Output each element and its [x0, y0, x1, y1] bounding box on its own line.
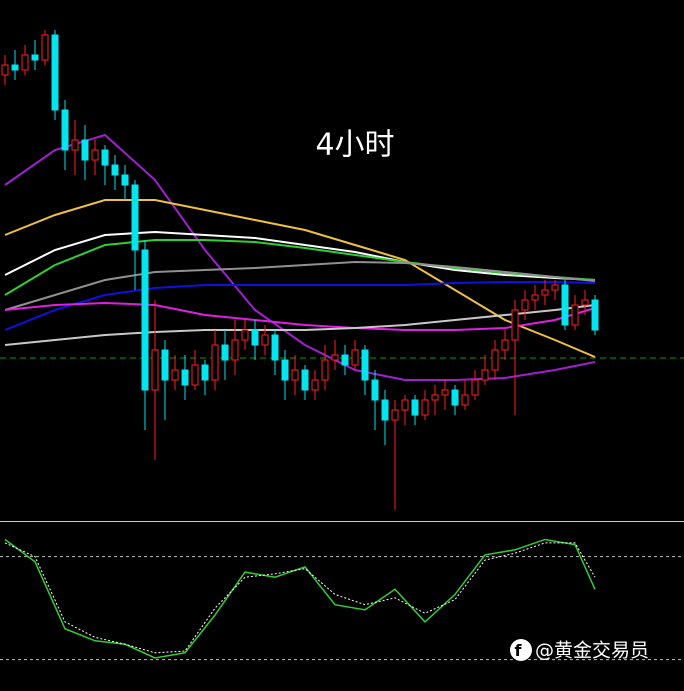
- candle-body: [371, 379, 379, 401]
- candle-body: [401, 399, 409, 411]
- candle-body: [571, 304, 579, 326]
- chart-title: 4小时: [315, 128, 394, 163]
- candle-body: [1, 64, 9, 76]
- candle-body: [181, 369, 189, 386]
- candle-body: [351, 349, 359, 366]
- candle-body: [541, 289, 549, 296]
- moving-average: [4, 260, 596, 311]
- candle-body: [131, 184, 139, 251]
- candle-body: [451, 389, 459, 406]
- candle-body: [91, 149, 99, 161]
- candle-body: [511, 309, 519, 341]
- moving-average: [4, 301, 596, 331]
- candle-body: [31, 54, 39, 61]
- candle-body: [241, 329, 249, 341]
- candle-body: [271, 334, 279, 361]
- candle-body: [381, 399, 389, 421]
- candle-body: [501, 339, 509, 351]
- oscillator-line: [4, 542, 596, 654]
- candle-body: [561, 284, 569, 326]
- candle-body: [171, 369, 179, 381]
- candle-body: [481, 369, 489, 381]
- candle-body: [461, 394, 469, 406]
- moving-average: [4, 281, 596, 331]
- candle-body: [201, 364, 209, 381]
- candle-body: [421, 399, 429, 416]
- candle-body: [231, 339, 239, 361]
- candle-body: [141, 249, 149, 391]
- candle-body: [111, 164, 119, 176]
- watermark-logo: [510, 639, 532, 661]
- moving-average: [4, 133, 596, 381]
- candle-body: [21, 54, 29, 71]
- candle-body: [191, 364, 199, 386]
- candle-body: [281, 359, 289, 381]
- candle-body: [441, 389, 449, 396]
- candle-body: [341, 354, 349, 366]
- candle-body: [391, 409, 399, 421]
- candle-body: [11, 64, 19, 71]
- candle-body: [161, 349, 169, 381]
- moving-average: [4, 199, 596, 358]
- candle-body: [81, 139, 89, 161]
- candle-body: [71, 139, 79, 151]
- oscillator-panel: [0, 538, 684, 661]
- candle-body: [251, 329, 259, 346]
- candle-body: [311, 379, 319, 391]
- candle-body: [531, 294, 539, 301]
- candle-body: [551, 284, 559, 291]
- candle-body: [491, 349, 499, 371]
- moving-average: [4, 230, 596, 281]
- oscillator-line: [4, 538, 596, 659]
- candle-body: [331, 354, 339, 361]
- candle-body: [521, 299, 529, 311]
- candle-body: [321, 359, 329, 381]
- candle-body: [591, 299, 599, 331]
- candle-body: [151, 349, 159, 391]
- candle-body: [51, 34, 59, 111]
- watermark: @黄金交易员: [535, 640, 649, 662]
- candle-body: [431, 394, 439, 401]
- candle-body: [261, 334, 269, 346]
- candle-body: [361, 349, 369, 381]
- candle-body: [471, 379, 479, 396]
- candle-body: [101, 149, 109, 166]
- candle-body: [291, 369, 299, 381]
- moving-average: [4, 304, 596, 346]
- candle-body: [581, 299, 589, 306]
- candle-body: [61, 109, 69, 151]
- candle-body: [121, 174, 129, 186]
- watermark-logo-mark: f: [515, 641, 523, 660]
- candle-body: [41, 34, 49, 61]
- main-panel: [0, 30, 684, 510]
- candle-body: [221, 344, 229, 361]
- candle-body: [301, 369, 309, 391]
- candle-body: [211, 344, 219, 381]
- candle-body: [411, 399, 419, 416]
